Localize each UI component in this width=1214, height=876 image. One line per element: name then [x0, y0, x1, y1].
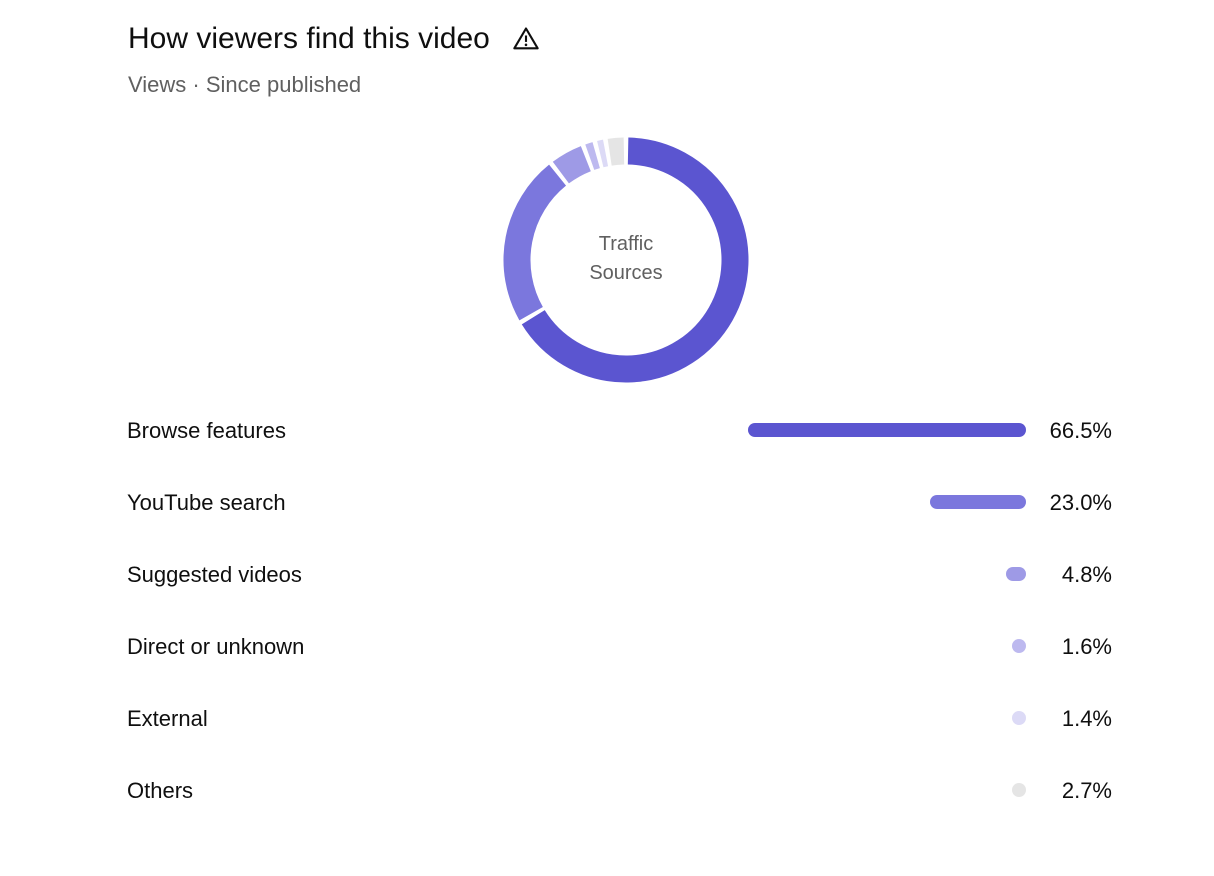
center-line-1: Traffic [598, 233, 654, 255]
value-label: 2.7% [1061, 778, 1112, 803]
bar [1012, 783, 1026, 797]
legend-label: Others [127, 778, 194, 803]
warning-triangle-icon[interactable] [512, 25, 540, 53]
legend-label: Browse features [127, 418, 286, 443]
value-label: 66.5% [1049, 418, 1112, 443]
bar [1012, 711, 1026, 725]
donut-slice-suggested-videos[interactable] [552, 146, 592, 184]
donut-slice-youtube-search[interactable] [503, 164, 567, 321]
value-label: 1.6% [1061, 634, 1112, 659]
donut-slice-browse-features[interactable] [521, 137, 749, 383]
donut-center-label: Traffic Sources [566, 230, 686, 288]
legend-row[interactable]: Browse features 66.5% [127, 410, 1112, 450]
donut-slice-external[interactable] [597, 139, 609, 168]
title-text: How viewers find this video [128, 22, 490, 55]
legend-label: Direct or unknown [127, 634, 305, 659]
bar [929, 495, 1026, 509]
legend-label: External [127, 706, 208, 731]
legend-row[interactable]: Suggested videos 4.8% [127, 554, 1112, 594]
subtitle: Views · Since published [128, 72, 362, 97]
center-line-2: Sources [589, 262, 663, 284]
legend-row[interactable]: YouTube search 23.0% [127, 482, 1112, 522]
donut-slice-direct-or-unknown[interactable] [585, 142, 600, 170]
bar [1012, 639, 1026, 653]
legend-row[interactable]: External 1.4% [127, 698, 1112, 738]
legend-label: Suggested videos [127, 562, 302, 587]
value-label: 4.8% [1061, 562, 1112, 587]
page-title: How viewers find this video [128, 22, 540, 56]
bar [1005, 567, 1026, 581]
value-label: 23.0% [1049, 490, 1112, 515]
donut-slice-others[interactable] [607, 137, 625, 166]
legend-row[interactable]: Direct or unknown 1.6% [127, 626, 1112, 666]
bar [748, 423, 1026, 437]
donut-chart [503, 137, 749, 383]
legend-row[interactable]: Others 2.7% [127, 770, 1112, 810]
value-label: 1.4% [1061, 706, 1112, 731]
legend-label: YouTube search [127, 490, 286, 515]
